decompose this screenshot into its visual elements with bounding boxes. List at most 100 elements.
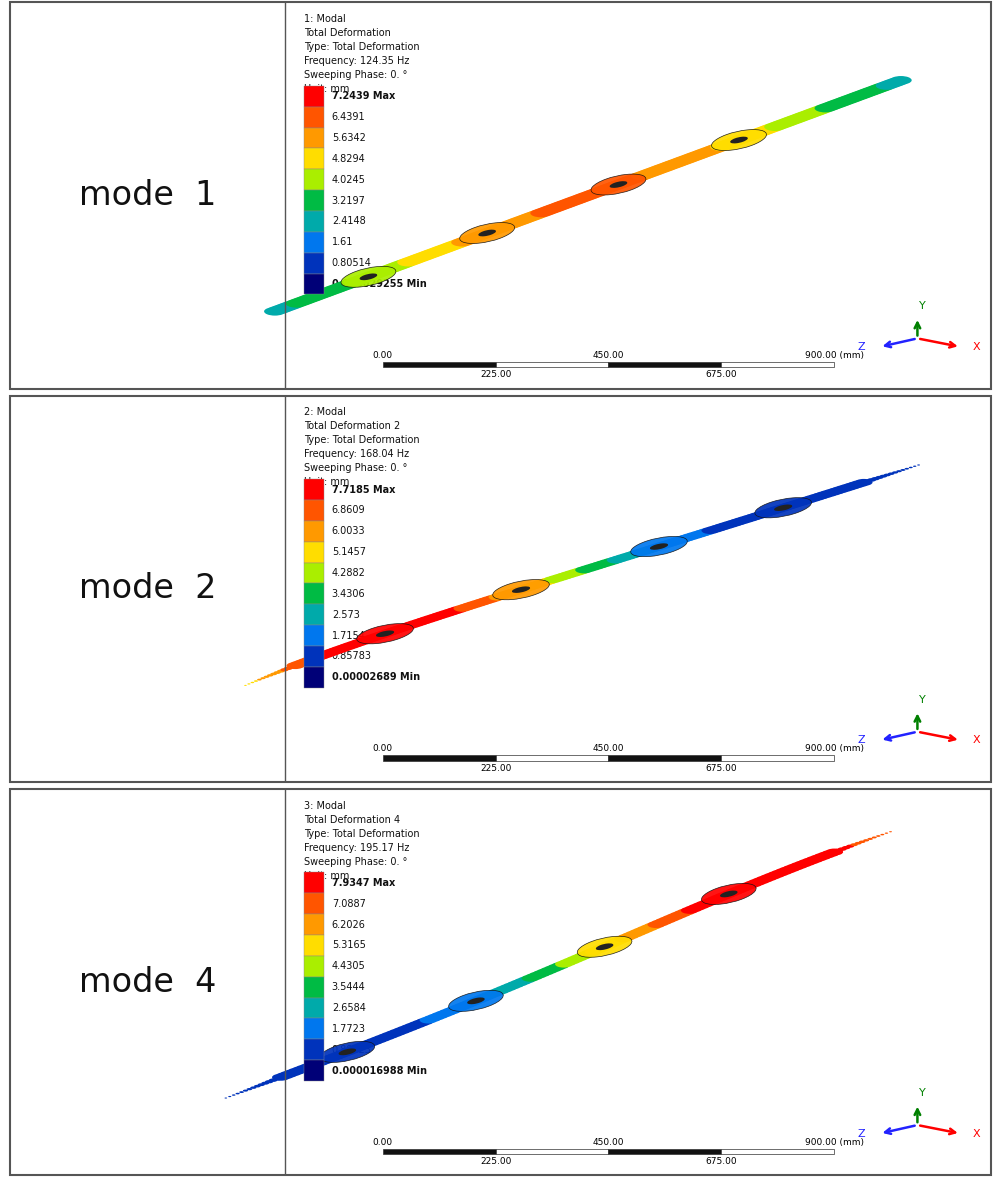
Circle shape [782,116,804,124]
Circle shape [291,1067,309,1074]
Circle shape [829,99,851,107]
Circle shape [745,513,763,520]
Text: Y: Y [919,1088,926,1099]
Text: mode  4: mode 4 [79,965,216,998]
Circle shape [381,1031,398,1038]
Bar [722,1148,834,1154]
Circle shape [403,622,420,628]
Ellipse shape [359,274,377,280]
Circle shape [334,1050,352,1057]
Ellipse shape [702,884,756,904]
Circle shape [592,186,613,195]
Circle shape [655,918,673,925]
Circle shape [311,290,332,299]
Circle shape [578,191,599,201]
Bar [304,479,324,500]
Circle shape [678,535,696,542]
Circle shape [814,853,831,860]
Circle shape [880,474,887,478]
Text: Z: Z [857,342,865,352]
Circle shape [820,490,837,497]
Circle shape [490,223,513,232]
Circle shape [441,609,459,616]
Circle shape [278,302,300,310]
Circle shape [754,126,775,135]
Circle shape [905,467,909,470]
Circle shape [300,294,321,302]
Circle shape [457,1002,475,1008]
Bar [609,1148,721,1154]
Text: 0.00: 0.00 [372,745,392,753]
Circle shape [901,468,905,471]
Circle shape [437,610,455,617]
Circle shape [664,159,685,169]
Circle shape [465,998,482,1005]
Circle shape [599,559,617,566]
Circle shape [415,1018,433,1025]
Circle shape [392,1028,410,1034]
Circle shape [674,536,692,543]
Circle shape [556,572,574,579]
Circle shape [564,570,581,577]
Circle shape [336,281,357,289]
Circle shape [469,599,486,607]
Circle shape [836,96,858,105]
Circle shape [307,291,329,300]
Ellipse shape [610,182,628,188]
Bar [304,520,324,542]
Circle shape [732,135,754,143]
Circle shape [487,989,506,996]
Text: 900.00 (mm): 900.00 (mm) [805,745,864,753]
Circle shape [377,1034,395,1041]
Circle shape [301,656,318,663]
Text: 6.4391: 6.4391 [331,112,365,122]
Circle shape [472,995,490,1002]
Circle shape [357,273,379,281]
Circle shape [703,145,725,153]
Circle shape [631,549,648,556]
Circle shape [596,943,614,950]
Circle shape [469,231,490,240]
Text: 4.8294: 4.8294 [331,153,365,164]
Circle shape [725,137,746,145]
Circle shape [876,476,883,479]
Circle shape [440,242,461,250]
Circle shape [693,149,714,158]
Circle shape [639,169,660,177]
Circle shape [797,111,818,119]
Circle shape [388,1029,406,1036]
Circle shape [626,931,643,938]
Circle shape [264,307,285,315]
Circle shape [507,981,525,988]
Circle shape [426,614,443,621]
Circle shape [518,976,536,983]
Text: 0.00: 0.00 [372,350,392,360]
Circle shape [446,1005,463,1012]
Bar [304,997,324,1018]
Circle shape [588,188,610,196]
Circle shape [761,509,778,516]
Circle shape [444,241,465,249]
Circle shape [365,1038,383,1044]
Circle shape [663,914,680,922]
Circle shape [387,627,405,634]
Circle shape [806,856,824,863]
Circle shape [611,556,629,563]
Circle shape [549,202,570,211]
Circle shape [718,523,735,529]
Circle shape [434,1010,452,1017]
Circle shape [896,470,902,472]
Circle shape [574,952,592,959]
Circle shape [354,274,375,282]
Text: 2: Modal
Total Deformation 2
Type: Total Deformation
Frequency: 168.04 Hz
Sweepi: 2: Modal Total Deformation 2 Type: Total… [304,407,420,487]
Circle shape [408,254,429,262]
Circle shape [603,558,621,565]
Circle shape [769,506,786,513]
Text: 1.61: 1.61 [331,237,353,248]
Circle shape [556,961,573,968]
Circle shape [261,1082,269,1084]
Text: 675.00: 675.00 [706,763,737,773]
Circle shape [607,557,625,564]
Bar [304,625,324,645]
Circle shape [885,833,888,834]
